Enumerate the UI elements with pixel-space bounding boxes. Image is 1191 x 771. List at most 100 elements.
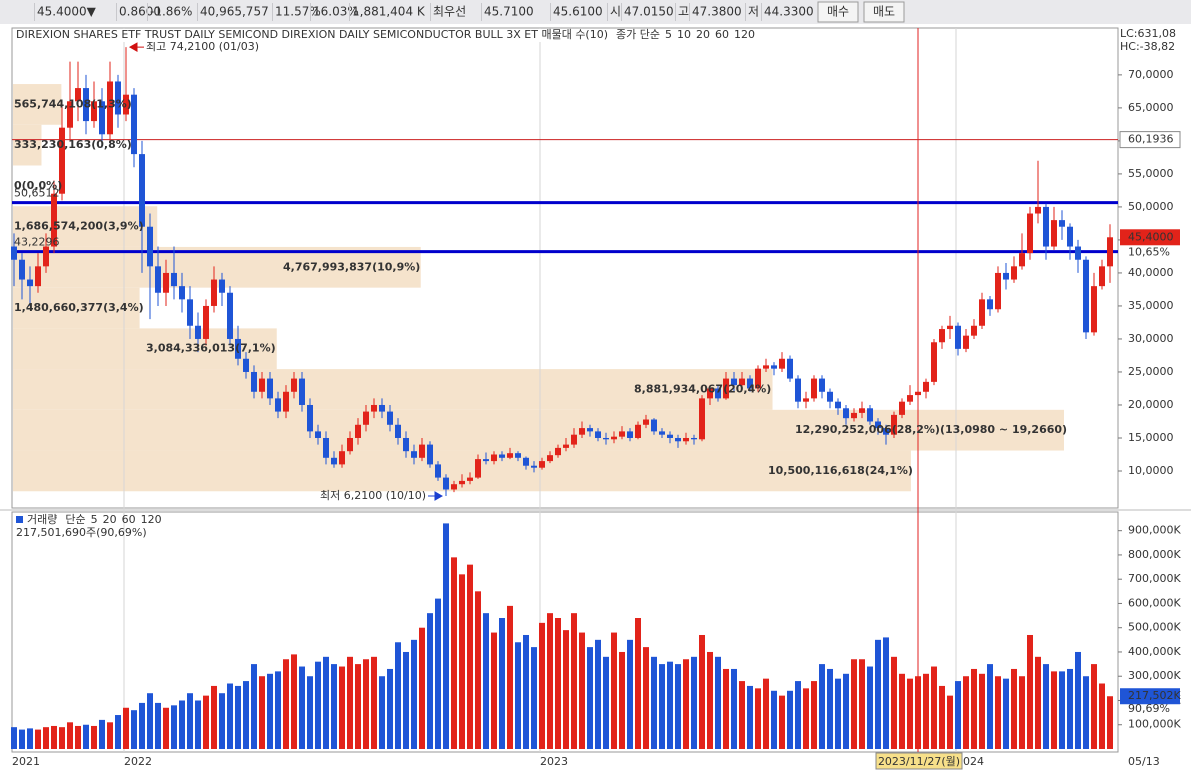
volume-bar xyxy=(75,725,81,749)
y-tick-label: 800,000K xyxy=(1128,548,1181,561)
y-tick-label: 700,000K xyxy=(1128,572,1181,585)
candle-body xyxy=(923,381,929,392)
candle-body xyxy=(1043,206,1049,247)
volume-bar xyxy=(283,659,289,749)
x-tick-label: 2022 xyxy=(124,755,152,768)
volume-profile-band xyxy=(13,84,62,125)
last-price-label: 45,4000 xyxy=(1128,230,1174,243)
volume-bar xyxy=(691,656,697,749)
volume-bar xyxy=(731,668,737,749)
volume-bar xyxy=(427,613,433,749)
candle-body xyxy=(443,477,449,490)
volume-bar xyxy=(467,564,473,749)
volume-bar xyxy=(955,681,961,749)
candle-body xyxy=(603,437,609,440)
toolbar-field: 40,965,757 xyxy=(200,5,269,19)
toolbar-cell xyxy=(481,3,482,21)
volume-bar xyxy=(139,702,145,749)
toolbar-cell xyxy=(197,3,198,21)
candle-body xyxy=(1099,266,1105,287)
toolbar-field: 최우선 xyxy=(433,5,466,19)
y-tick-label: 25,0000 xyxy=(1128,365,1174,378)
volume-bar xyxy=(67,722,73,749)
volume-bar xyxy=(259,676,265,749)
candle-body xyxy=(1067,226,1073,247)
candle-body xyxy=(635,424,641,438)
volume-bar xyxy=(851,659,857,749)
candle-body xyxy=(27,279,33,287)
candle-body xyxy=(267,378,273,399)
volume-bar xyxy=(971,668,977,749)
volume-bar xyxy=(979,673,985,749)
candle-body xyxy=(347,437,353,452)
toolbar-button[interactable] xyxy=(817,1,859,23)
legend-swatch xyxy=(16,516,23,523)
candle-body xyxy=(739,378,745,386)
x-tick-label: 2023 xyxy=(540,755,568,768)
toolbar-button-label[interactable]: 매수 xyxy=(827,5,849,19)
candle-body xyxy=(331,457,337,465)
volume-bar xyxy=(403,651,409,749)
candle-body xyxy=(995,272,1001,310)
y-tick-label: 10,0000 xyxy=(1128,464,1174,477)
volume-bar xyxy=(123,707,129,749)
toolbar-button-label[interactable]: 매도 xyxy=(873,5,895,19)
candle-body xyxy=(883,428,889,435)
last-price-box xyxy=(1120,229,1180,246)
legend-text: 20 xyxy=(103,513,117,526)
candle-body xyxy=(187,299,193,326)
toolbar-field: 47.0150 xyxy=(624,5,674,19)
candle-body xyxy=(915,391,921,396)
candle-body xyxy=(947,325,953,330)
volume-bar xyxy=(963,676,969,749)
x-tick-label: 05/13 xyxy=(1128,755,1160,768)
volume-bar xyxy=(491,632,497,749)
candle-body xyxy=(299,378,305,405)
volume-bar xyxy=(395,642,401,749)
volume-bar xyxy=(987,664,993,749)
volume-bar xyxy=(1043,664,1049,749)
volume-profile-band xyxy=(13,206,158,247)
volume-bar xyxy=(635,618,641,749)
candle-body xyxy=(403,437,409,452)
volume-bar xyxy=(347,656,353,749)
candle-body xyxy=(107,81,113,135)
legend-text: 10 xyxy=(677,28,691,41)
volume-bar xyxy=(211,685,217,749)
volume-subtitle: 217,501,690주(90,69%) xyxy=(16,526,147,539)
candle-body xyxy=(675,437,681,442)
candle-body xyxy=(315,431,321,438)
candle-body xyxy=(115,81,121,115)
y-tick-label: 400,000K xyxy=(1128,645,1181,658)
last-volume-percent: 90,69% xyxy=(1128,702,1170,715)
legend-text: 60 xyxy=(122,513,136,526)
candle-body xyxy=(451,484,457,490)
volume-bar xyxy=(1059,671,1065,749)
candle-body xyxy=(51,193,57,247)
volume-bar xyxy=(707,651,713,749)
candle-body xyxy=(723,378,729,399)
y-tick-label: 35,0000 xyxy=(1128,299,1174,312)
title-background xyxy=(13,29,843,42)
candle-body xyxy=(435,464,441,478)
volume-bar xyxy=(451,557,457,749)
volume-bar xyxy=(1051,671,1057,749)
toolbar-field: 11.57% xyxy=(275,5,321,19)
volume-bar xyxy=(835,678,841,749)
candle-body xyxy=(955,325,961,349)
volume-bar xyxy=(531,647,537,749)
volume-bar xyxy=(291,654,297,749)
volume-bar xyxy=(1019,676,1025,749)
volume-bar xyxy=(699,634,705,749)
toolbar-cell xyxy=(761,3,762,21)
candle-body xyxy=(147,226,153,267)
last-volume-box xyxy=(1120,688,1180,705)
candle-body xyxy=(875,421,881,429)
candle-body xyxy=(1091,286,1097,333)
y-tick-label: 20,0000 xyxy=(1128,398,1174,411)
volume-bar xyxy=(83,724,89,749)
candle-body xyxy=(571,434,577,445)
candle-body xyxy=(243,358,249,372)
volume-bar xyxy=(235,685,241,749)
toolbar-button[interactable] xyxy=(863,1,905,23)
